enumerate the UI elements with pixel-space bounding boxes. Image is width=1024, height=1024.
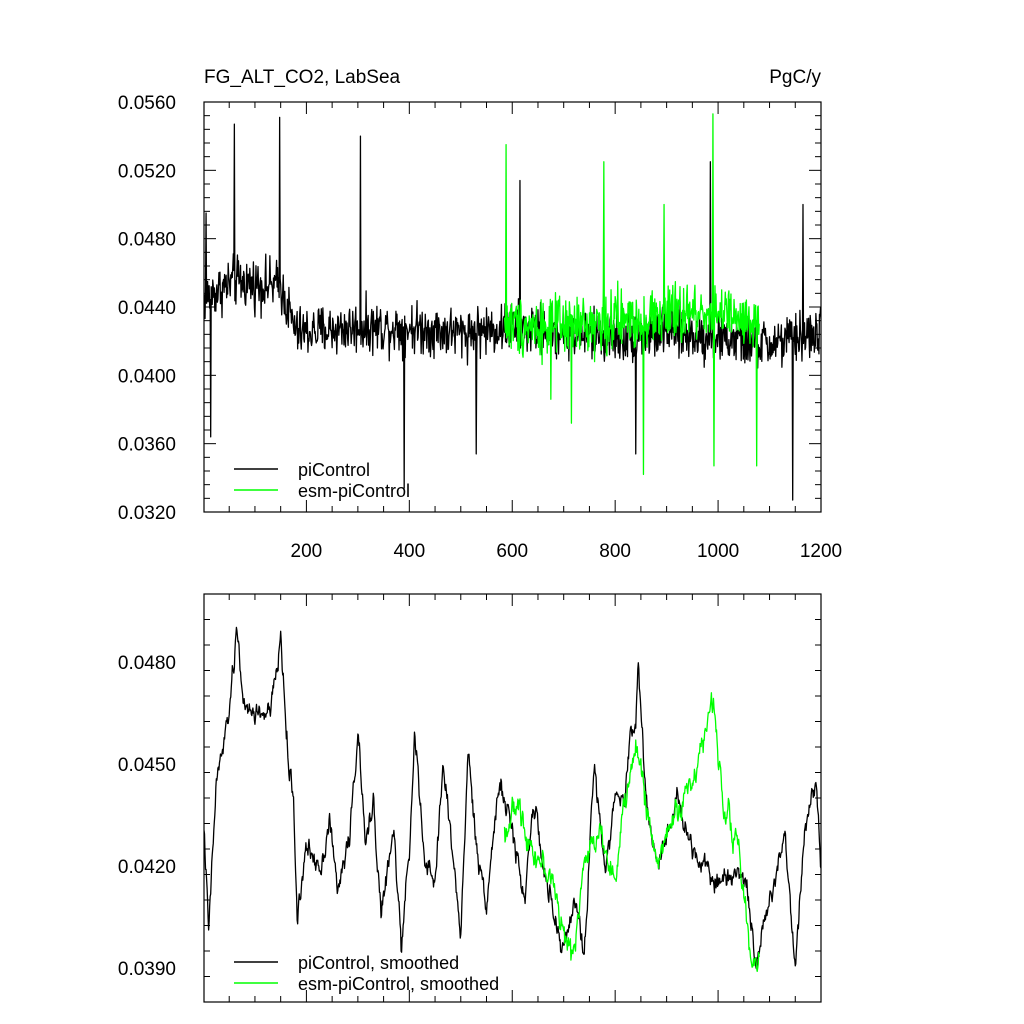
y-tick-label: 0.0440 [118,298,176,319]
x-tick-label: 800 [599,541,631,562]
series-line-esm-picontrol [503,113,760,476]
x-tick-label: 400 [393,541,425,562]
top-axes: 0.0320 0.0360 0.0400 0.0440 0.0480 0.0520 0.05… [118,93,842,562]
y-tick-label: 0.0480 [118,230,176,251]
y-tick-label: 0.0320 [118,503,176,524]
y-tick-label: 0.0420 [118,857,176,878]
legend-label-esm-picontrol: esm-piControl [298,481,410,501]
bottom-series-lines [204,626,821,973]
series-line-esm-picontrol-smoothed [503,692,760,973]
chart-title: FG_ALT_CO2, LabSea [204,67,401,88]
y-tick-label: 0.0480 [118,653,176,674]
y-tick-label: 0.0450 [118,755,176,776]
bottom-panel: 0.0390 0.0420 0.0450 0.0480 piControl, smoo… [118,593,822,1003]
top-legend: piControl esm-piControl [234,460,410,501]
x-tick-label: 600 [496,541,528,562]
top-series-lines [204,113,821,501]
x-tick-label: 200 [291,541,323,562]
units-label: PgC/y [769,67,821,88]
y-tick-label: 0.0360 [118,435,176,456]
y-tick-label: 0.0520 [118,161,176,182]
y-tick-label: 0.0390 [118,959,176,980]
legend-label-picontrol-smoothed: piControl, smoothed [298,953,459,973]
y-tick-label: 0.0560 [118,93,176,114]
y-tick-label: 0.0400 [118,366,176,387]
series-line-picontrol-smoothed [204,626,821,969]
top-panel: FG_ALT_CO2, LabSea PgC/y 0.03200.03600.0… [118,67,842,562]
bottom-legend: piControl, smoothed esm-piControl, smoot… [234,953,499,994]
x-tick-label: 1000 [697,541,739,562]
legend-label-esm-picontrol-smoothed: esm-piControl, smoothed [298,974,499,994]
legend-label-picontrol: piControl [298,460,370,480]
bottom-axes: 0.0390 0.0420 0.0450 0.0480 [118,593,822,1003]
x-tick-label: 1200 [800,541,842,562]
